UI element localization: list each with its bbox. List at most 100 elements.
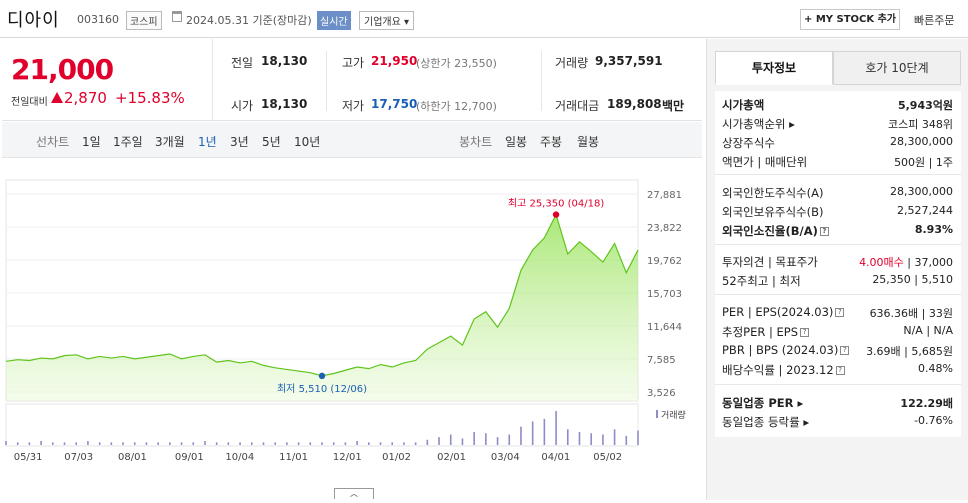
volume-bar [40,441,42,445]
amount-unit: 백만 [662,99,685,113]
add-mystock-button[interactable]: + MY STOCK 추가 [800,9,900,30]
help-icon[interactable]: ? [835,366,845,375]
tab-weekly[interactable]: 주봉 [540,135,563,149]
low-annotation: 최저 5,510 (12/06) [277,383,367,395]
market-badge: 코스피 [126,11,162,30]
y-tick-label: 19,762 [647,256,682,267]
sector-rate-label[interactable]: 동일업종 등락률 ▸ [722,415,810,429]
prev-close-label: 전일 [231,56,254,70]
candle-chart-label: 봉차트 [459,135,493,149]
help-icon[interactable]: ? [819,227,829,236]
tab-1w[interactable]: 1주일 [113,135,143,149]
y-tick-label: 15,703 [647,289,682,300]
tab-5y[interactable]: 5년 [262,135,281,149]
52w-value: 25,350 | 5,510 [872,273,953,286]
volume-bar [332,442,335,445]
low-label: 저가 [342,99,365,113]
x-tick-label: 05/31 [14,452,43,463]
y-tick-label: 7,585 [647,355,676,366]
divider [541,51,542,111]
stock-code: 003160 [77,13,119,26]
volume-bar [180,442,183,445]
volume-bar [368,442,370,445]
divider [212,39,213,121]
par-value-value: 500원 | 1주 [894,156,953,169]
up-arrow-icon [51,92,63,103]
foreign-limit-label: 외국인한도주식수(A) [722,186,824,200]
x-tick-label: 03/04 [491,452,520,463]
volume-bar [543,418,546,445]
volume-bar [157,442,159,445]
help-icon[interactable]: ? [840,346,850,355]
volume-bar [613,429,616,445]
realtime-button[interactable]: 실시간 [317,11,351,30]
volume-bar [391,442,394,445]
dividend-label: 배당수익률 | 2023.12? [722,362,845,378]
tab-1d[interactable]: 1일 [82,135,101,149]
tab-investment-info[interactable]: 투자정보 [715,51,833,85]
volume-bar [356,441,358,445]
price-summary: 21,000 전일대비 2,870 +15.83% 전일 18,130 고가 2… [2,39,702,121]
tab-3m[interactable]: 3개월 [155,135,185,149]
x-tick-label: 08/01 [118,452,147,463]
volume-bar [473,431,475,445]
company-overview-dropdown[interactable]: 기업개요 ▾ [359,11,415,30]
tab-monthly[interactable]: 월봉 [577,135,600,149]
volume-bar [87,441,89,445]
tab-1y[interactable]: 1년 [198,135,217,149]
date-text: 2024.05.31 기준(장마감) [186,14,312,27]
sector-per-value: 122.29배 [900,397,953,410]
volume-bar [110,442,113,445]
x-tick-label: 09/01 [175,452,204,463]
volume-bar [438,437,440,445]
volume-bar [297,442,300,445]
divider [715,294,961,295]
foreign-holding-value: 2,527,244 [897,204,953,217]
tab-3y[interactable]: 3년 [230,135,249,149]
per-eps-label: PER | EPS(2024.03)? [722,305,845,319]
low-marker [318,372,326,380]
current-price: 21,000 [11,53,114,86]
sector-rate-value: -0.76% [914,414,953,427]
market-cap-rank-label[interactable]: 시가총액순위 ▸ [722,117,795,131]
volume-bar [262,442,265,445]
volume-bar [145,442,148,445]
tab-order-book[interactable]: 호가 10단계 [833,51,961,85]
calendar-icon [172,11,182,22]
volume-bar [496,437,499,445]
volume-bar [414,442,417,445]
volume-bar [555,411,557,445]
sector-per-label[interactable]: 동일업종 PER ▸ [722,396,804,410]
pbr-bps-label: PBR | BPS (2024.03)? [722,343,850,357]
52w-label: 52주최고 | 최저 [722,274,801,288]
volume-bar [274,442,276,445]
help-icon[interactable]: ? [800,328,810,337]
tab-10y[interactable]: 10년 [294,135,321,149]
price-chart[interactable]: 27,881 23,822 19,762 15,703 11,644 7,585 3,526… [2,160,702,500]
volume-bar [5,441,7,445]
volume-bar [321,442,323,445]
volume-bar [227,442,230,445]
volume-bar [98,442,101,445]
volume-bar [566,429,569,445]
amount-label: 거래대금 [555,99,600,113]
quick-order-button[interactable]: 빠른주문 [914,14,955,27]
volume-bar [169,442,171,445]
x-tick-label: 01/02 [382,452,411,463]
help-icon[interactable]: ? [835,308,845,317]
x-tick-label: 12/01 [333,452,362,463]
volume-label: 거래량 [661,409,686,421]
volume-bar [52,442,54,445]
volume-bar [215,442,218,445]
price-area [6,214,638,401]
collapse-chart-button[interactable]: ︿ [334,488,374,499]
open-value: 18,130 [261,97,308,111]
prev-close-value: 18,130 [261,54,308,68]
volume-bar [485,433,487,445]
y-tick-label: 23,822 [647,223,682,234]
tab-daily[interactable]: 일봉 [505,135,528,149]
change-percent: +15.83% [115,89,185,107]
y-tick-label: 11,644 [647,322,682,333]
chart-tabs: 선차트 1일 1주일 3개월 1년 3년 5년 10년 봉차트 일봉 주봉 월봉 [2,122,702,158]
y-tick-label: 3,526 [647,388,676,399]
